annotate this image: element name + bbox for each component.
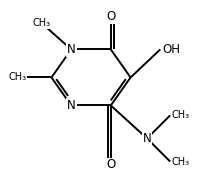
Text: O: O: [106, 10, 115, 23]
Text: OH: OH: [162, 43, 180, 56]
Text: O: O: [106, 158, 115, 171]
Text: N: N: [67, 43, 76, 56]
Text: N: N: [67, 99, 76, 112]
Text: N: N: [143, 132, 151, 145]
Text: CH₃: CH₃: [9, 72, 27, 82]
Text: CH₃: CH₃: [172, 156, 190, 166]
Text: CH₃: CH₃: [32, 18, 51, 28]
Text: CH₃: CH₃: [172, 110, 190, 120]
